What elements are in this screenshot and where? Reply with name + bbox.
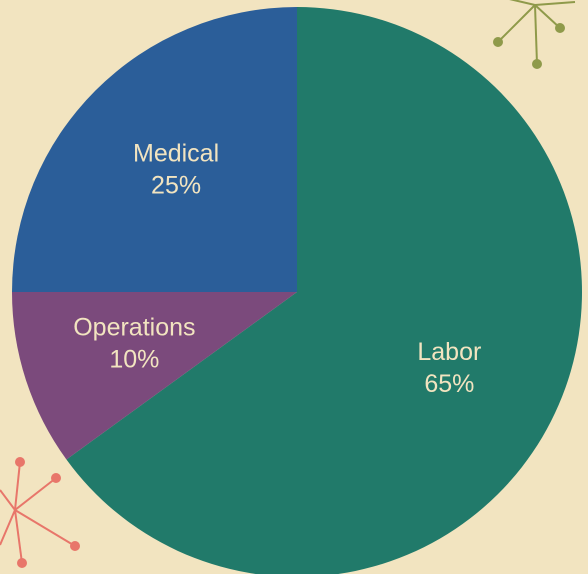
pie-slice (12, 292, 297, 460)
decoration-star-red (0, 457, 80, 568)
slice-value-label: 25% (151, 172, 201, 200)
slice-value-label: 65% (424, 370, 474, 398)
decoration-star-green (493, 0, 576, 69)
pie-slice (66, 7, 582, 574)
slice-label: Operations (73, 313, 195, 341)
slice-label: Medical (133, 140, 219, 168)
pie-slice (12, 7, 297, 292)
slice-value-label: 10% (109, 345, 159, 373)
slice-label: Labor (417, 338, 481, 366)
pie (12, 7, 582, 574)
